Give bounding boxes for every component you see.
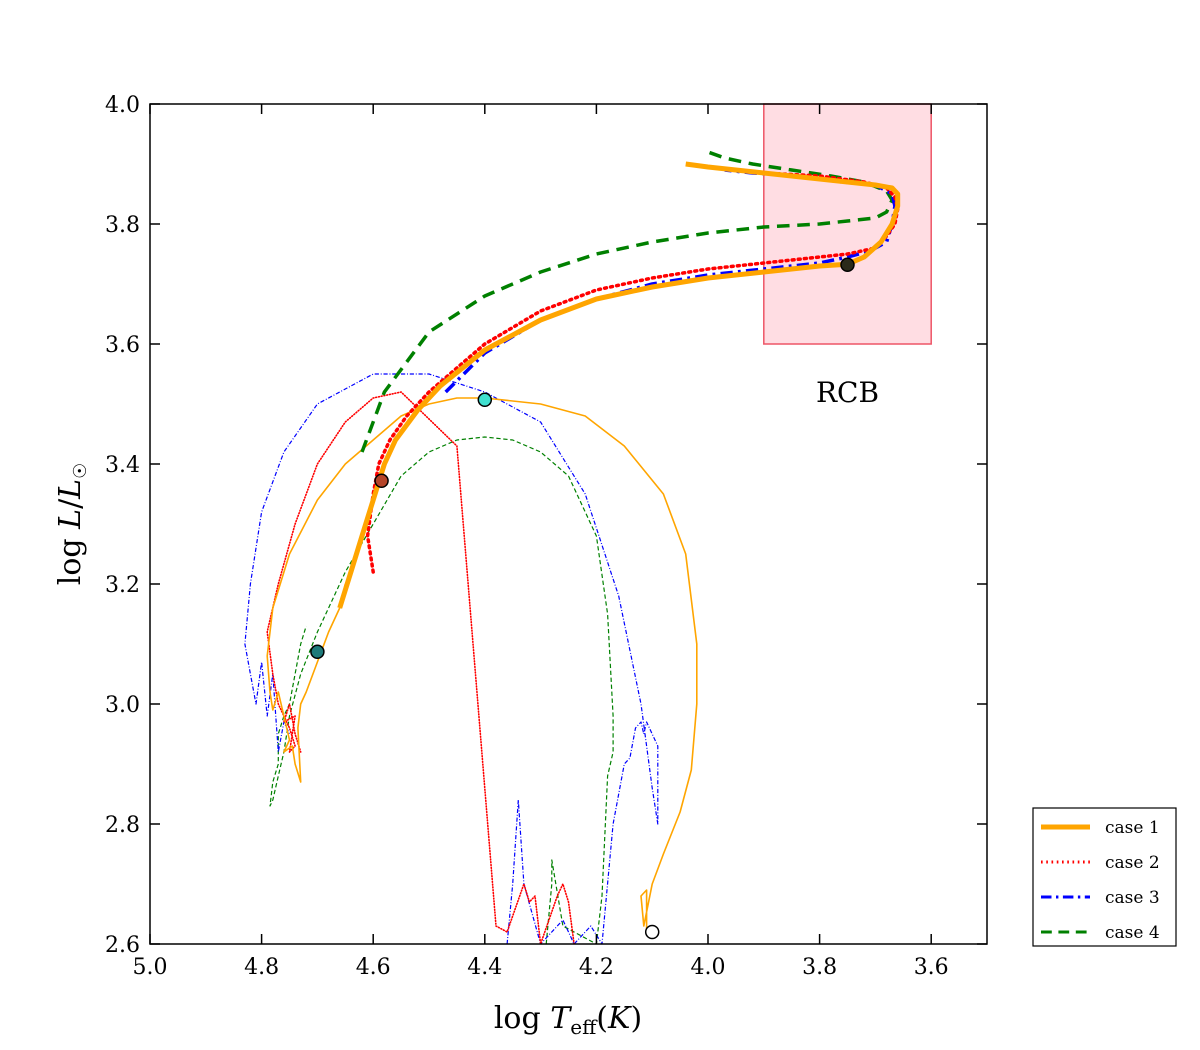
series-case-3-early	[244, 373, 659, 944]
y-tick-label: 3.8	[105, 213, 140, 238]
rcb-region: RCB	[763, 103, 932, 409]
y-tick-label: 2.6	[105, 933, 140, 958]
rcb-label: RCB	[816, 376, 879, 409]
legend-label: case 2	[1105, 853, 1160, 873]
x-tick-label: 4.6	[356, 955, 391, 980]
y-tick-label: 3.4	[105, 453, 140, 478]
x-tick-label: 4.8	[244, 955, 279, 980]
y-tick-label: 3.2	[105, 573, 140, 598]
x-axis: 5.0 4.8 4.6 4.4 4.2 4.0 3.8 3.6	[133, 104, 949, 980]
x-tick-label: 4.2	[579, 955, 614, 980]
legend-label: case 1	[1105, 818, 1160, 838]
open-point	[644, 924, 660, 940]
series-case-4	[360, 150, 894, 453]
teal-point	[310, 644, 325, 660]
series-case-2-early	[266, 391, 575, 944]
x-tick-label: 4.4	[467, 955, 502, 980]
series-case-4-early	[269, 436, 614, 944]
cyan-point	[477, 392, 493, 408]
y-axis-title: log L/L☉	[53, 463, 91, 586]
plot-frame	[149, 103, 988, 945]
legend-label: case 4	[1105, 923, 1160, 943]
x-tick-label: 5.0	[133, 955, 168, 980]
x-tick-label: 4.0	[691, 955, 726, 980]
marker-layer	[310, 257, 855, 940]
brown-point	[374, 473, 389, 489]
y-tick-label: 3.0	[105, 693, 140, 718]
series-case-1-early	[266, 397, 698, 933]
dark-point	[840, 257, 855, 273]
y-tick-label: 3.6	[105, 333, 140, 358]
x-tick-label: 3.6	[914, 955, 949, 980]
series-layer	[244, 150, 901, 944]
y-axis: 2.6 2.8 3.0 3.2 3.4 3.6 3.8 4.0	[105, 93, 987, 958]
y-tick-label: 2.8	[105, 813, 140, 838]
series-case-1	[337, 161, 901, 609]
x-tick-label: 3.8	[802, 955, 837, 980]
legend: case 1 case 2 case 3 case 4	[1032, 807, 1177, 947]
legend-box	[1032, 807, 1177, 947]
y-tick-label: 4.0	[105, 93, 140, 118]
rcb-box	[763, 103, 932, 345]
x-axis-title: log Teff(K)	[494, 1001, 642, 1039]
legend-label: case 3	[1105, 888, 1160, 908]
